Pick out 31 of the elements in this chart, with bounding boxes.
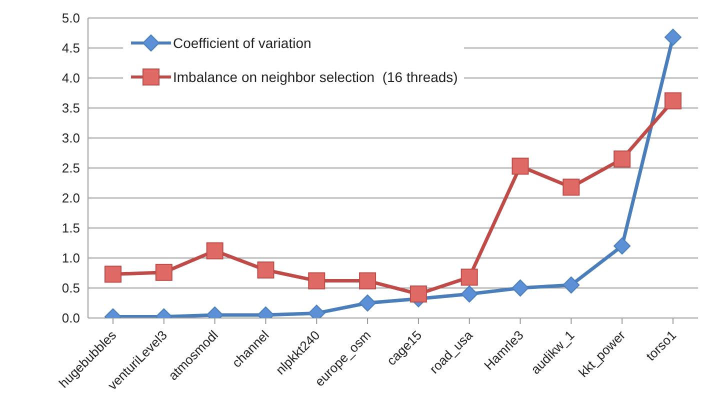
point: [512, 158, 529, 175]
y-tick-label: 0.0: [62, 310, 80, 326]
point: [308, 272, 326, 290]
y-tick-label: 3.0: [62, 130, 80, 146]
y-tick-label: 2.5: [62, 160, 80, 176]
point: [562, 178, 580, 196]
point: [206, 242, 224, 260]
y-tick-label: 4.0: [62, 70, 80, 86]
point: [460, 286, 478, 302]
y-tick-label: 1.5: [62, 220, 80, 236]
y-tick-label: 1.0: [62, 250, 80, 266]
point: [359, 272, 376, 290]
point: [359, 294, 376, 312]
point: [614, 238, 631, 254]
point: [512, 280, 529, 296]
point: [104, 266, 122, 283]
point: [562, 276, 580, 294]
point: [664, 92, 682, 110]
y-tick-label: 0.5: [62, 280, 80, 296]
y-tick-label: 4.5: [62, 40, 80, 56]
point: [155, 264, 172, 281]
point: [257, 262, 274, 278]
y-tick-label: 5.0: [62, 10, 80, 26]
legend-label: Coefficient of variation: [173, 35, 312, 51]
y-tick-label: 3.5: [62, 100, 80, 116]
point: [410, 286, 427, 302]
legend-label: Imbalance on neighbor selection (16 threads): [173, 69, 458, 85]
point: [614, 150, 631, 168]
point: [664, 28, 682, 46]
point: [460, 268, 478, 286]
y-tick-label: 2.0: [62, 190, 80, 206]
